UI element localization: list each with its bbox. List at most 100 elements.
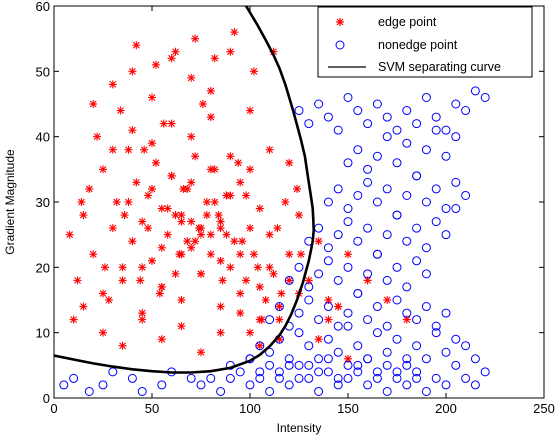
nonedge-point [137,386,147,396]
nonedge-point [392,334,402,344]
nonedge-point [323,367,333,377]
edge-point [216,328,225,337]
edge-point [151,60,160,69]
edge-point [108,80,117,89]
nonedge-point [382,347,392,357]
y-tick-label: 40 [36,130,50,145]
nonedge-point [343,360,353,370]
nonedge-point [382,184,392,194]
edge-point [236,309,245,318]
edge-point [144,191,153,200]
edge-point [202,198,211,206]
nonedge-point [343,262,353,272]
nonedge-point [431,328,441,338]
nonedge-point [412,367,422,377]
edge-point [246,224,254,233]
nonedge-point [294,106,304,116]
nonedge-point [372,367,382,377]
nonedge-point [333,275,343,285]
edge-point [144,224,153,233]
edge-point [216,224,225,233]
edge-point [277,289,286,298]
edge-point [236,289,245,298]
edge-point [273,224,282,233]
edge-point [191,152,200,161]
edge-point [65,230,74,239]
y-tick-label: 0 [43,391,50,406]
edge-point [148,139,156,148]
nonedge-point [421,243,431,253]
nonedge-point [412,373,422,383]
nonedge-point [441,204,451,214]
nonedge-point [206,373,216,383]
edge-point [118,276,127,285]
edge-point [112,198,121,206]
x-tick-label: 0 [50,401,57,416]
y-tick-label: 50 [36,64,50,79]
edge-point [314,237,323,246]
edge-point [177,296,186,304]
nonedge-point [480,92,490,102]
nonedge-point [421,92,431,102]
nonedge-point [392,158,402,168]
nonedge-point [353,106,363,116]
nonedge-point [372,373,382,383]
nonedge-point [372,302,382,312]
nonedge-point [451,132,461,142]
nonedge-point [333,373,343,383]
edge-point [269,269,278,278]
edge-point [324,315,333,324]
nonedge-point [382,275,392,285]
nonedge-point [402,360,412,370]
nonedge-point [294,373,304,383]
nonedge-point [363,177,373,187]
edge-point [249,67,258,76]
edge-point [265,230,274,239]
nonedge-point [343,158,353,168]
nonedge-point [186,373,196,383]
curve-layer [54,6,315,374]
nonedge-point [274,367,284,377]
legend-edge-marker [336,18,344,26]
nonedge-point [402,138,412,148]
edge-point [99,328,107,337]
edge-point [261,296,270,304]
edge-point [177,217,186,226]
nonedge-point [284,380,294,390]
nonedge-point [284,354,294,364]
nonedge-point [343,321,353,331]
nonedge-point [196,380,206,390]
edge-point [218,276,227,285]
edge-point [132,178,141,187]
edge-point [118,341,127,350]
edge-point [246,106,254,115]
nonedge-point [363,354,373,364]
nonedge-point [323,243,333,253]
nonedge-point [470,354,480,364]
edge-point [202,211,211,220]
edge-point [238,237,247,246]
edge-point [177,322,186,331]
nonedge-point [431,125,441,135]
nonedge-point [314,99,324,109]
edge-point [120,211,129,220]
edge-point [116,106,125,115]
nonedge-point [265,360,275,370]
nonedge-point [412,223,422,233]
nonedge-point [382,132,392,142]
legend-label-edge: edge point [378,15,437,29]
y-tick-label: 10 [36,326,50,341]
edge-point [206,86,215,95]
x-tick-label: 150 [337,401,359,416]
nonedge-point [441,230,451,240]
edge-point [93,132,102,141]
edge-point [187,243,196,252]
edge-point [216,256,225,265]
edge-point [255,204,264,213]
edge-point [171,211,180,220]
edge-point [128,237,137,246]
nonedge-point [274,302,284,312]
y-axis-label: Gradient Magnitude [3,149,17,255]
ticks-layer: 0 50 100 150 200 250 0 10 20 30 40 50 60 [36,0,555,416]
